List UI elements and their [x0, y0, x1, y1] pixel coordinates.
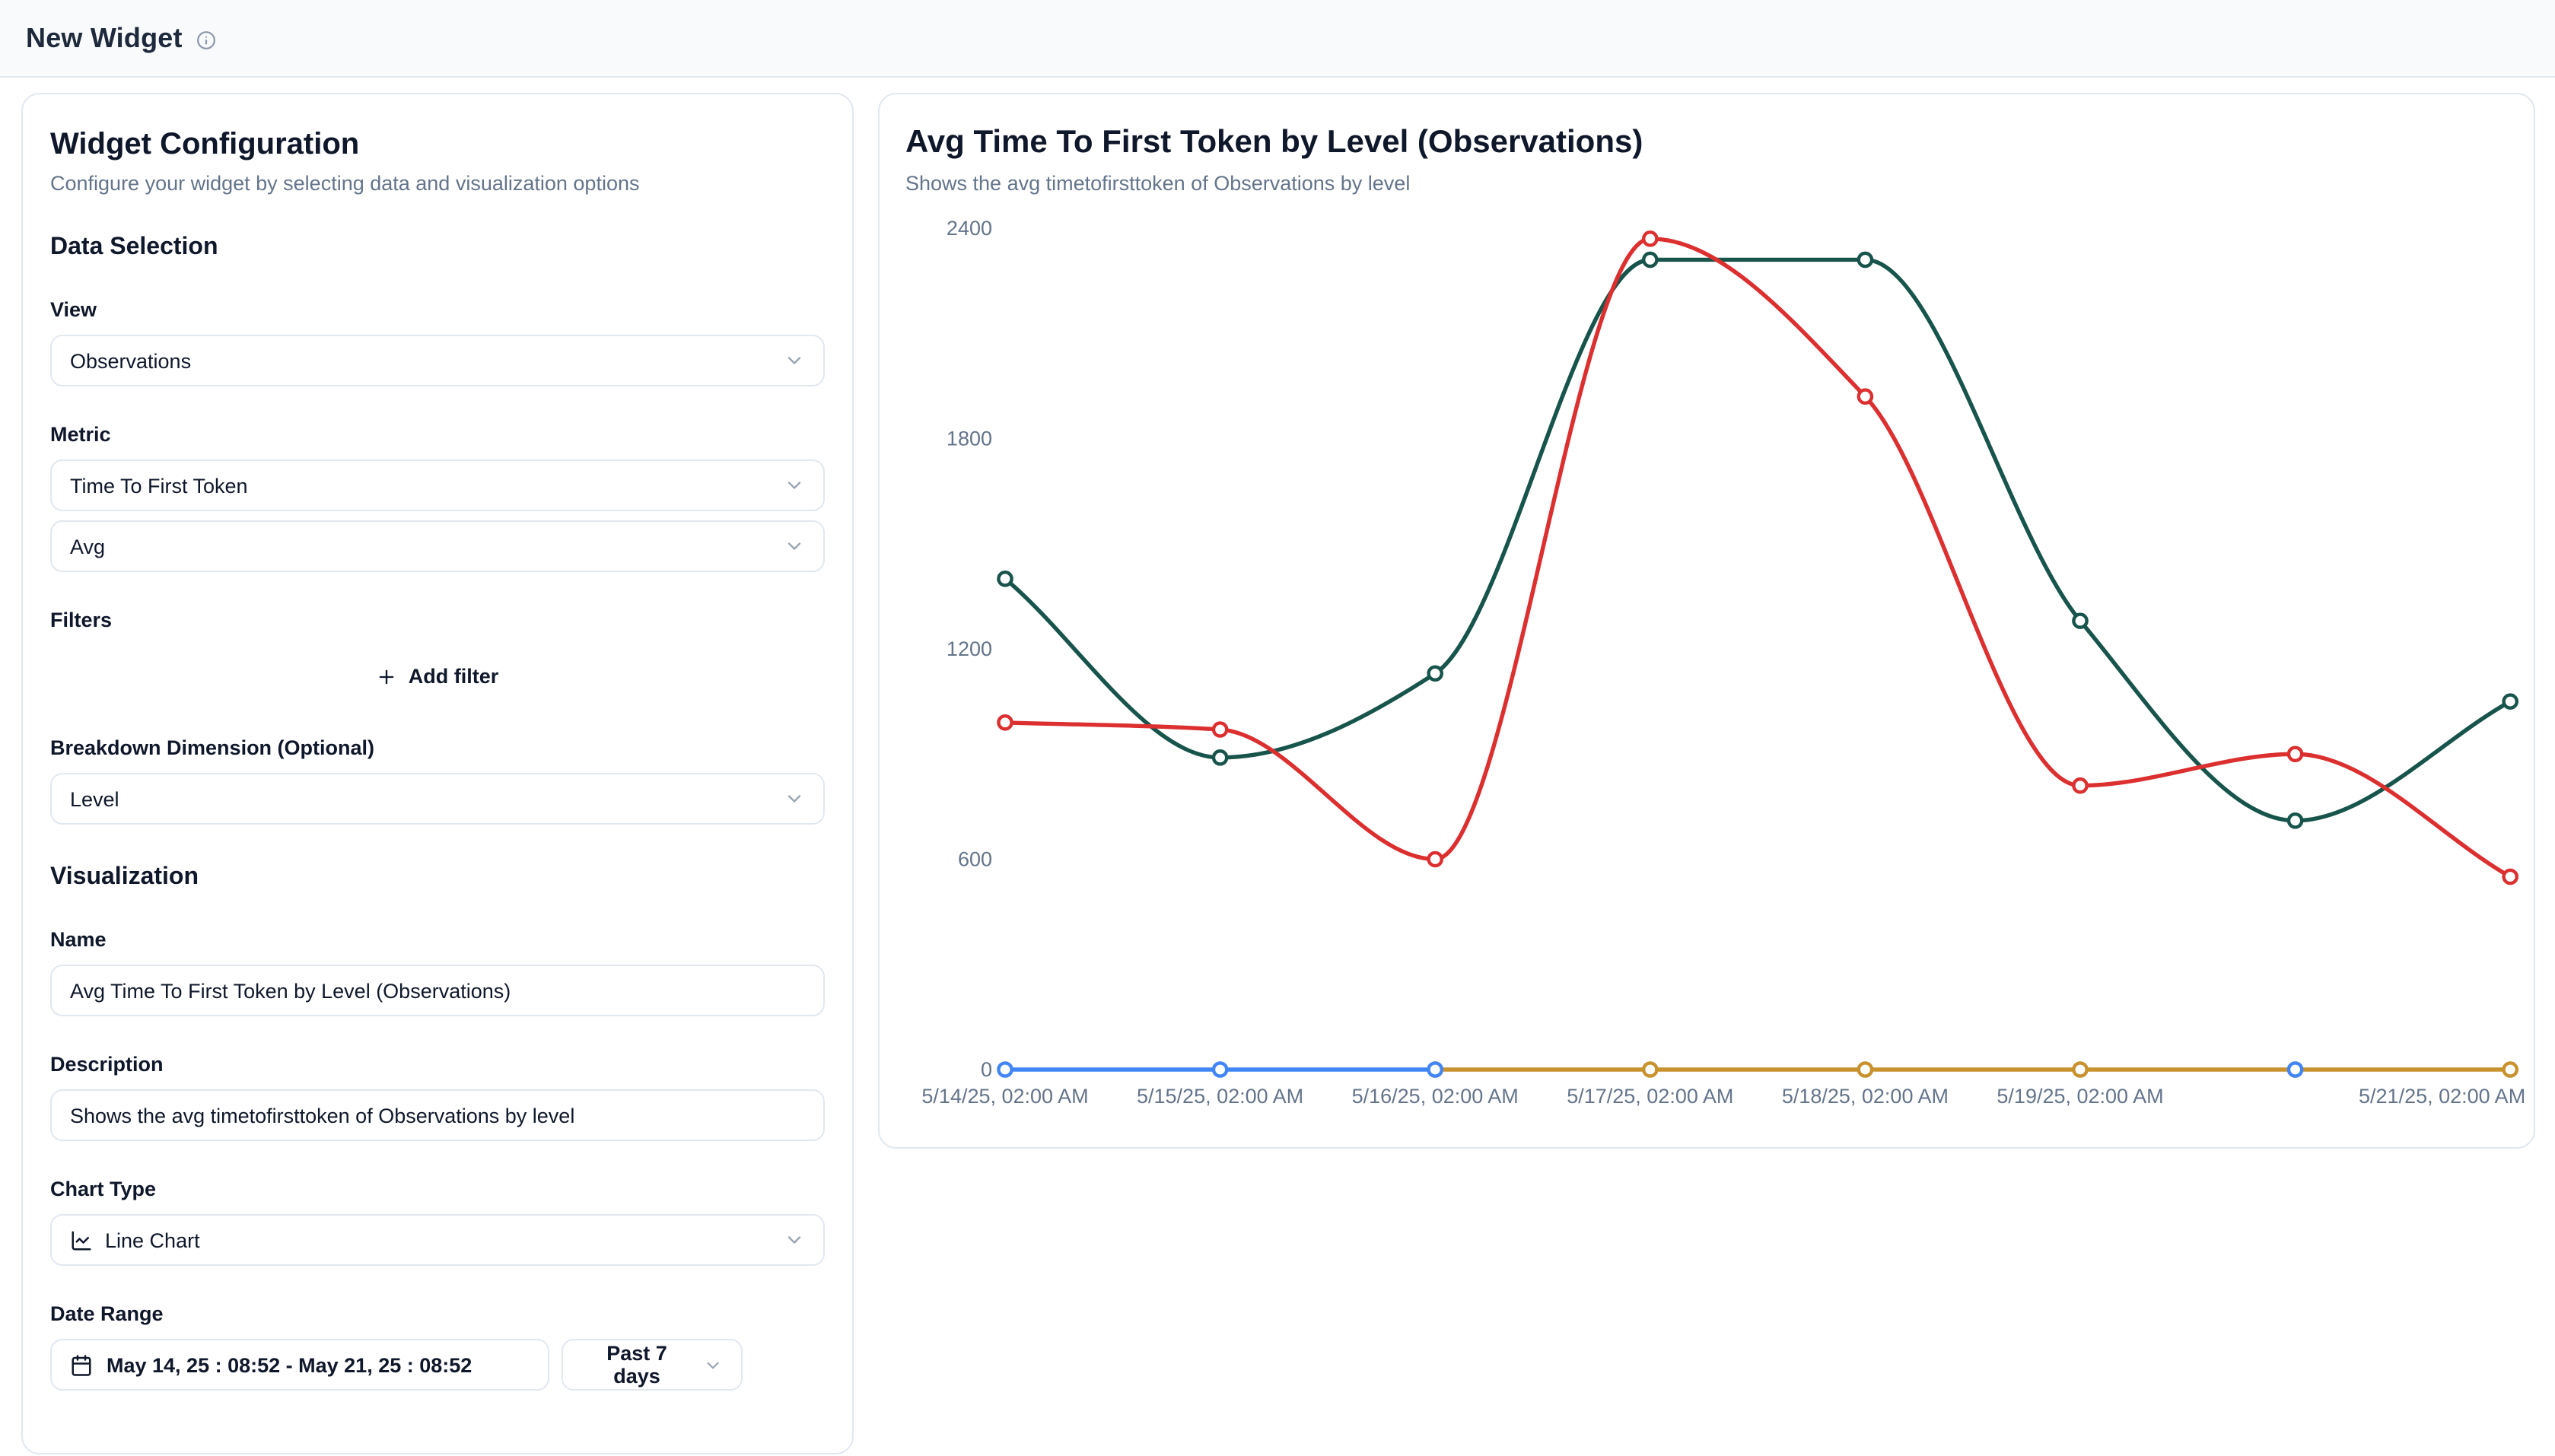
y-axis-tick-label: 600: [958, 848, 992, 871]
date-preset-value: Past 7 days: [606, 1342, 667, 1388]
view-label: View: [50, 298, 97, 321]
data-point-marker-teal-series: [2286, 812, 2304, 829]
add-filter-label: Add filter: [408, 665, 499, 688]
date-range-value: May 14, 25 : 08:52 - May 21, 25 : 08:52: [107, 1353, 473, 1376]
info-icon[interactable]: [196, 30, 216, 49]
line-chart: 0 600 1200 1800 2400 5/14/25, 02:00 AM 5/15/25…: [880, 199, 2537, 1143]
date-range-button[interactable]: May 14, 25 : 08:52 - May 21, 25 : 08:52: [50, 1339, 549, 1391]
data-point-marker-red-series: [2072, 777, 2089, 794]
section-heading-visualization: Visualization: [50, 864, 199, 890]
filters-row: Add filter: [50, 653, 825, 700]
x-axis-tick-label: 5/21/25, 02:00 AM: [2359, 1085, 2525, 1108]
chart-subtitle: Shows the avg timetofirsttoken of Observ…: [905, 172, 1411, 195]
line-chart-svg: 0 600 1200 1800 2400 5/14/25, 02:00 AM 5/15/25…: [921, 217, 2525, 1108]
page-title: New Widget: [26, 22, 183, 52]
series-line-teal-series: [1003, 257, 2512, 823]
data-point-marker-teal-series: [997, 571, 1013, 587]
chevron-down-icon: [784, 350, 805, 371]
x-axis-tick-label: 5/15/25, 02:00 AM: [1137, 1085, 1303, 1108]
breakdown-label: Breakdown Dimension (Optional): [50, 736, 375, 759]
chevron-down-icon: [784, 1229, 805, 1251]
plus-icon: [377, 666, 398, 687]
data-point-marker-orange-zero-series: [1857, 1061, 1874, 1078]
view-select[interactable]: Observations: [50, 335, 825, 386]
main-content: Widget Configuration Configure your widg…: [0, 78, 2555, 1456]
data-point-marker-teal-series: [2502, 693, 2518, 710]
aggregation-select-value: Avg: [70, 535, 106, 558]
data-point-marker-orange-zero-series: [2502, 1061, 2518, 1078]
data-point-marker-orange-zero-series: [1642, 1061, 1659, 1078]
data-point-marker-teal-series: [1642, 251, 1659, 269]
line-chart-icon: [70, 1229, 93, 1251]
section-heading-data-selection: Data Selection: [50, 234, 218, 260]
x-axis-tick-label: 5/19/25, 02:00 AM: [1997, 1085, 2163, 1108]
chevron-down-icon: [784, 536, 805, 557]
data-point-marker-red-series: [2502, 868, 2518, 885]
series-line-red-series: [1003, 237, 2512, 879]
data-point-marker-blue-zero-series: [1211, 1061, 1229, 1078]
y-axis-tick-label: 1200: [947, 637, 992, 660]
data-point-marker-blue-zero-series: [1427, 1061, 1444, 1078]
page-header: New Widget: [0, 0, 2555, 78]
data-point-marker-teal-series: [2072, 612, 2089, 629]
chart-type-select[interactable]: Line Chart: [50, 1214, 825, 1266]
data-point-marker-red-series: [2286, 745, 2304, 763]
data-point-marker-teal-series: [1211, 749, 1229, 766]
panel-title: Widget Configuration: [50, 128, 360, 161]
data-point-marker-red-series: [1857, 388, 1874, 405]
y-axis-tick-label: 2400: [947, 217, 992, 240]
metric-select-value: Time To First Token: [70, 474, 248, 497]
metric-select[interactable]: Time To First Token: [50, 459, 825, 511]
data-point-marker-teal-series: [1427, 665, 1444, 682]
chart-preview-panel: Avg Time To First Token by Level (Observ…: [878, 93, 2535, 1149]
date-range-label: Date Range: [50, 1302, 164, 1325]
x-axis-tick-label: 5/17/25, 02:00 AM: [1567, 1085, 1733, 1108]
breakdown-select-value: Level: [70, 787, 119, 810]
data-point-marker-red-series: [1642, 230, 1659, 247]
chevron-down-icon: [703, 1355, 723, 1375]
description-input[interactable]: [50, 1089, 825, 1141]
widget-configuration-panel: Widget Configuration Configure your widg…: [21, 93, 854, 1454]
panel-subtitle: Configure your widget by selecting data …: [50, 172, 640, 195]
metric-label: Metric: [50, 423, 111, 446]
filters-label: Filters: [50, 609, 113, 631]
chevron-down-icon: [784, 475, 805, 496]
chart-type-label: Chart Type: [50, 1178, 157, 1200]
description-label: Description: [50, 1053, 164, 1076]
aggregation-select[interactable]: Avg: [50, 520, 825, 572]
data-point-marker-blue-zero-series: [2286, 1061, 2304, 1078]
x-axis-tick-label: 5/18/25, 02:00 AM: [1782, 1085, 1949, 1108]
calendar-icon: [70, 1353, 93, 1376]
data-point-marker-red-series: [1427, 850, 1444, 868]
y-axis-tick-label: 0: [981, 1058, 992, 1081]
name-label: Name: [50, 928, 107, 951]
data-point-marker-red-series: [997, 714, 1013, 731]
x-axis-tick-label: 5/14/25, 02:00 AM: [921, 1085, 1088, 1108]
x-axis-tick-label: 5/16/25, 02:00 AM: [1352, 1085, 1519, 1108]
add-filter-button[interactable]: Add filter: [358, 653, 517, 700]
data-point-marker-blue-zero-series: [997, 1061, 1013, 1078]
data-point-marker-teal-series: [1857, 251, 1874, 269]
chart-title: Avg Time To First Token by Level (Observ…: [905, 125, 1643, 160]
chevron-down-icon: [784, 788, 805, 809]
date-range-row: May 14, 25 : 08:52 - May 21, 25 : 08:52 …: [50, 1339, 825, 1391]
date-preset-button[interactable]: Past 7 days: [562, 1339, 743, 1391]
name-input[interactable]: [50, 965, 825, 1016]
data-point-marker-red-series: [1211, 721, 1229, 738]
view-select-value: Observations: [70, 349, 192, 372]
data-point-marker-orange-zero-series: [2072, 1061, 2089, 1078]
chart-type-select-value: Line Chart: [105, 1229, 200, 1251]
breakdown-select[interactable]: Level: [50, 773, 825, 825]
y-axis-tick-label: 1800: [947, 428, 992, 450]
